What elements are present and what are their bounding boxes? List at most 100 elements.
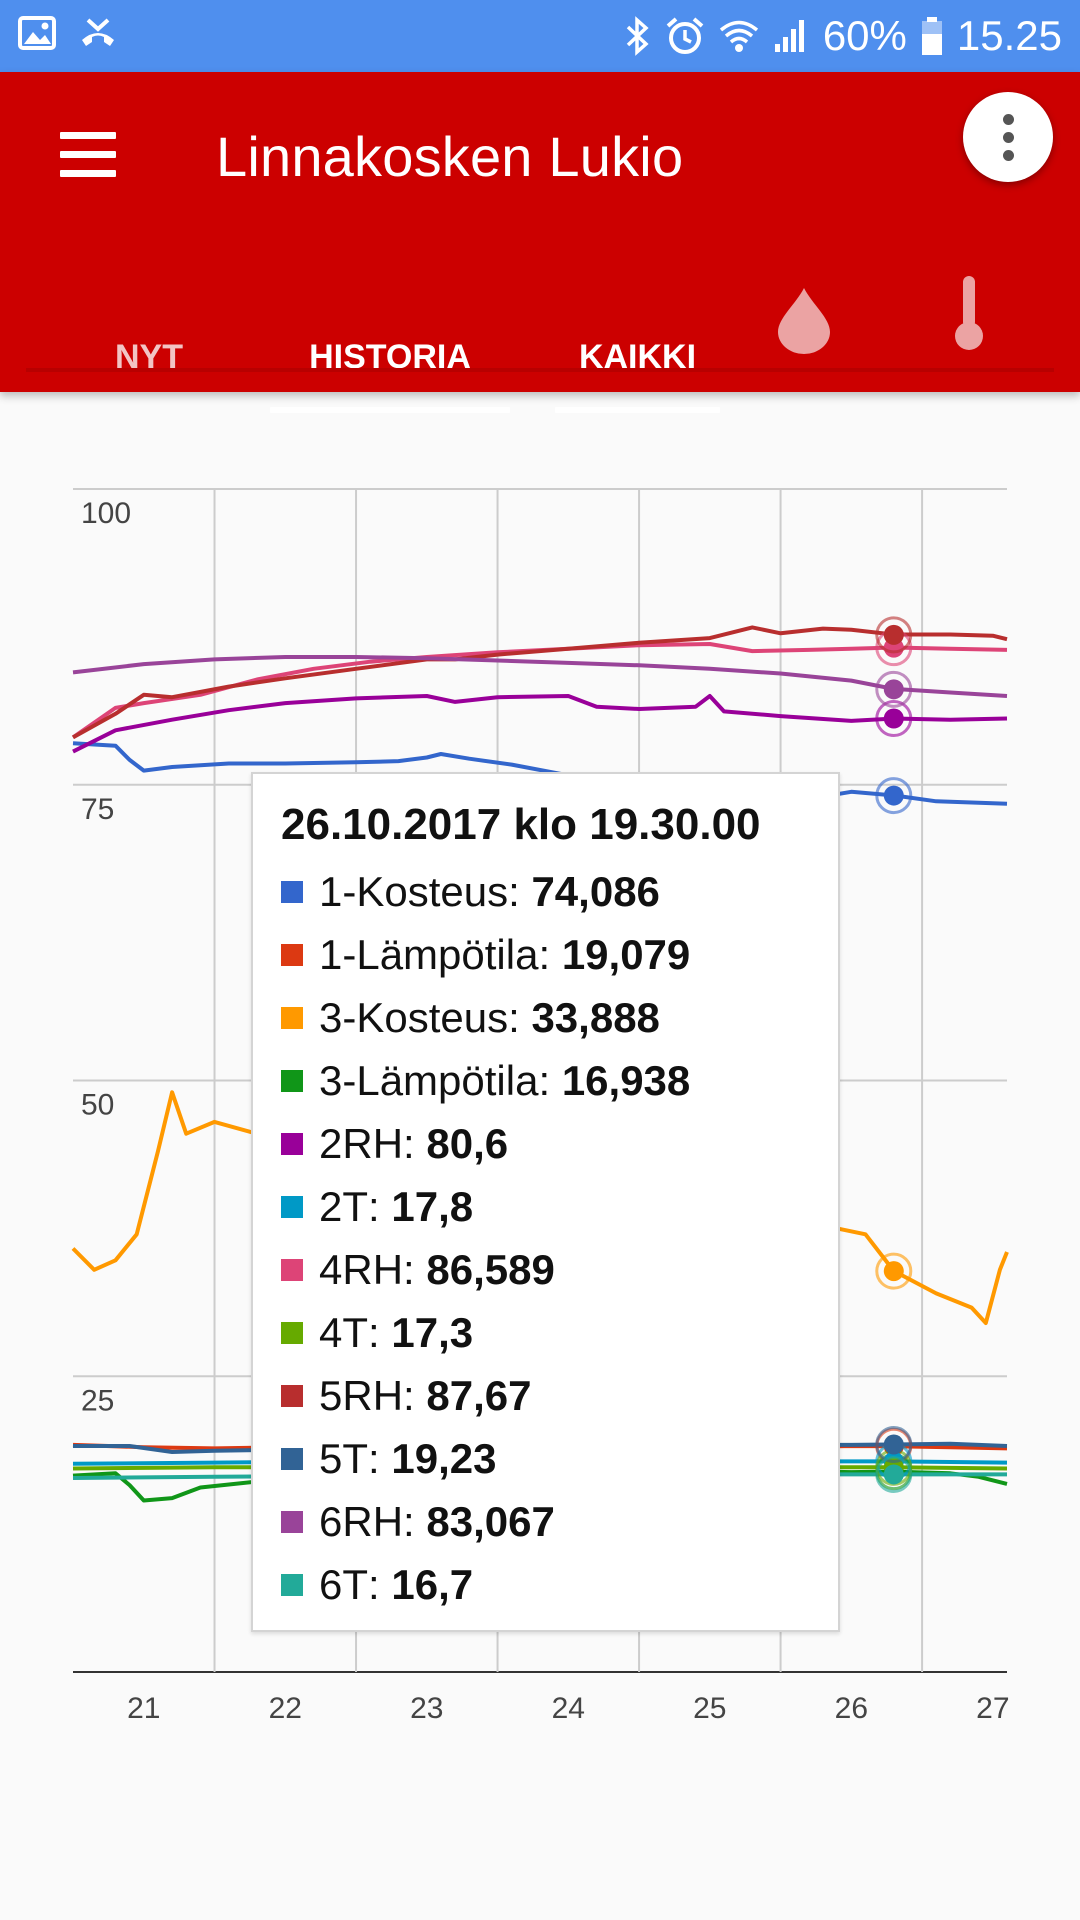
series-line-2RH[interactable] bbox=[72, 694, 1008, 754]
hover-marker-1-Kosteus bbox=[883, 785, 904, 806]
x-tick-label: 27 bbox=[976, 1692, 1009, 1725]
tooltip-series-value: 16,7 bbox=[391, 1560, 474, 1608]
more-vert-icon[interactable] bbox=[963, 92, 1053, 182]
battery-icon bbox=[921, 17, 942, 55]
legend-swatch bbox=[281, 943, 303, 966]
hover-marker-ring bbox=[875, 670, 913, 708]
tooltip-series-value: 19,079 bbox=[561, 930, 691, 978]
tooltip-series-name: 2T bbox=[319, 1182, 369, 1230]
series-line-6RH[interactable] bbox=[72, 655, 1008, 698]
tooltip-row: 1-Kosteus: 74,086 bbox=[281, 860, 838, 923]
x-tick-label: 23 bbox=[410, 1692, 443, 1725]
x-tick-label: 21 bbox=[127, 1692, 160, 1725]
hover-marker-6T bbox=[883, 1464, 904, 1485]
legend-swatch bbox=[281, 880, 303, 903]
legend-swatch bbox=[281, 1321, 303, 1344]
tooltip-row: 1-Lämpötila: 19,079 bbox=[281, 923, 838, 986]
thermometer-icon[interactable] bbox=[952, 272, 986, 352]
legend-swatch bbox=[281, 1195, 303, 1218]
tooltip-series-name: 5RH bbox=[319, 1371, 404, 1419]
y-tick-label: 25 bbox=[81, 1384, 114, 1417]
legend-swatch bbox=[281, 1069, 303, 1092]
hover-marker-ring bbox=[875, 777, 913, 815]
tab-kaikki[interactable]: KAIKKI bbox=[555, 309, 720, 413]
tooltip-row: 4RH: 86,589 bbox=[281, 1238, 838, 1301]
tooltip-row: 3-Lämpötila: 16,938 bbox=[281, 1049, 838, 1112]
tooltip-row: 2RH: 80,6 bbox=[281, 1112, 838, 1175]
page-title: Linnakosken Lukio bbox=[216, 125, 684, 188]
tab-historia[interactable]: HISTORIA bbox=[270, 309, 510, 413]
status-bar: 60% 15.25 bbox=[0, 0, 1080, 72]
tooltip-series-name: 4RH bbox=[319, 1245, 404, 1293]
tooltip-series-name: 4T bbox=[319, 1308, 369, 1356]
tooltip-series-value: 16,938 bbox=[561, 1056, 691, 1104]
x-tick-label: 26 bbox=[835, 1692, 868, 1725]
tab-indicator bbox=[555, 407, 720, 413]
hover-marker-ring bbox=[875, 1455, 913, 1493]
tooltip-series-name: 1-Lämpötila bbox=[319, 930, 539, 978]
wifi-icon bbox=[719, 20, 758, 52]
hover-marker-3-Kosteus bbox=[883, 1261, 904, 1282]
tooltip-row: 3-Kosteus: 33,888 bbox=[281, 986, 838, 1049]
tooltip-series-name: 2RH bbox=[319, 1119, 404, 1167]
tooltip-row: 6RH: 83,067 bbox=[281, 1490, 838, 1553]
tooltip-series-value: 19,23 bbox=[391, 1434, 497, 1482]
legend-swatch bbox=[281, 1573, 303, 1596]
hover-marker-5RH bbox=[883, 624, 904, 645]
hover-marker-ring bbox=[875, 616, 913, 654]
tooltip-series-name: 5T bbox=[319, 1434, 369, 1482]
y-tick-label: 50 bbox=[81, 1089, 114, 1122]
hover-marker-ring bbox=[875, 1426, 913, 1464]
clock: 15.25 bbox=[956, 12, 1062, 59]
tooltip-series-value: 83,067 bbox=[426, 1497, 555, 1545]
x-tick-label: 25 bbox=[693, 1692, 726, 1725]
battery-percent: 60% bbox=[822, 12, 907, 59]
app-bar: Linnakosken Lukio NYT HISTORIA KAIKKI bbox=[0, 72, 1080, 413]
tooltip-series-value: 33,888 bbox=[531, 993, 660, 1041]
tooltip-series-name: 6RH bbox=[319, 1497, 404, 1545]
tab-indicator bbox=[270, 407, 510, 413]
missed-call-icon bbox=[82, 18, 114, 46]
series-line-5RH[interactable] bbox=[72, 625, 1008, 740]
tooltip-series-name: 1-Kosteus bbox=[319, 867, 509, 915]
hover-marker-ring bbox=[875, 700, 913, 738]
hover-marker-6RH bbox=[883, 679, 904, 700]
signal-icon bbox=[774, 20, 804, 52]
hover-marker-2RH bbox=[883, 708, 904, 729]
y-tick-label: 75 bbox=[81, 793, 114, 826]
hamburger-menu-icon[interactable] bbox=[60, 132, 130, 192]
legend-swatch bbox=[281, 1006, 303, 1029]
legend-swatch bbox=[281, 1447, 303, 1470]
tooltip-title: 26.10.2017 klo 19.30.00 bbox=[281, 800, 761, 849]
hover-marker-5T bbox=[883, 1434, 904, 1455]
bluetooth-icon bbox=[626, 16, 649, 56]
legend-swatch bbox=[281, 1510, 303, 1533]
legend-swatch bbox=[281, 1258, 303, 1281]
tooltip-series-value: 86,589 bbox=[426, 1245, 555, 1293]
y-tick-label: 100 bbox=[81, 497, 131, 530]
x-tick-label: 22 bbox=[269, 1692, 302, 1725]
tooltip-row: 6T: 16,7 bbox=[281, 1553, 838, 1616]
tooltip-series-value: 17,8 bbox=[391, 1182, 474, 1230]
tab-nyt[interactable]: NYT bbox=[70, 309, 228, 405]
tooltip-series-value: 80,6 bbox=[426, 1119, 509, 1167]
image-icon bbox=[18, 16, 56, 50]
chart-tooltip: 26.10.2017 klo 19.30.00 1-Kosteus: 74,08… bbox=[251, 772, 840, 1632]
alarm-icon bbox=[666, 17, 704, 54]
water-drop-icon[interactable] bbox=[776, 284, 832, 354]
legend-swatch bbox=[281, 1132, 303, 1155]
tooltip-series-value: 17,3 bbox=[391, 1308, 474, 1356]
tooltip-series-name: 6T bbox=[319, 1560, 369, 1608]
legend-swatch bbox=[281, 1384, 303, 1407]
tooltip-series-name: 3-Kosteus bbox=[319, 993, 509, 1041]
tooltip-row: 4T: 17,3 bbox=[281, 1301, 838, 1364]
tooltip-row: 5RH: 87,67 bbox=[281, 1364, 838, 1427]
tooltip-series-value: 74,086 bbox=[531, 867, 660, 915]
tab-bar-divider bbox=[26, 368, 1054, 372]
tooltip-rows: 1-Kosteus: 74,086 1-Lämpötila: 19,079 3-Ko… bbox=[281, 860, 838, 1616]
tooltip-series-name: 3-Lämpötila bbox=[319, 1056, 539, 1104]
hover-marker-ring bbox=[875, 1252, 913, 1290]
x-tick-label: 24 bbox=[552, 1692, 585, 1725]
tooltip-row: 2T: 17,8 bbox=[281, 1175, 838, 1238]
tooltip-series-value: 87,67 bbox=[426, 1371, 532, 1419]
